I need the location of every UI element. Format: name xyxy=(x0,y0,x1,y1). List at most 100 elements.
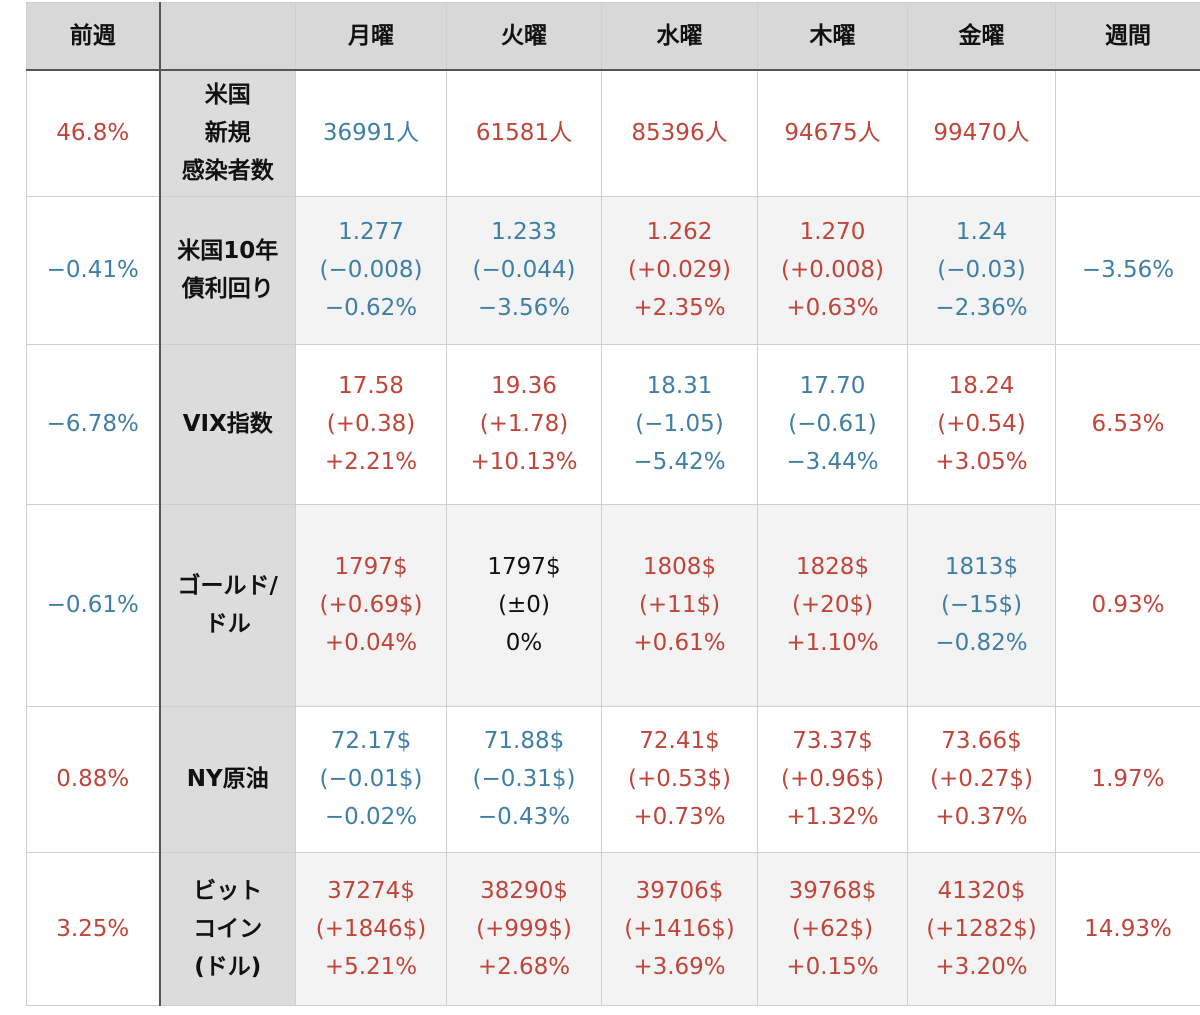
cell-friday: 41320$ (+1282$) +3.20% xyxy=(907,851,1056,1006)
cell-value-line: (+0.69$) xyxy=(319,592,423,618)
cell-value-line: 99470人 xyxy=(933,120,1030,147)
row-label: NY原油 xyxy=(158,705,296,853)
cell-value-line: 72.41$ xyxy=(639,728,720,754)
row-label-line: ゴールド/ xyxy=(177,573,278,599)
cell-value-line: (+0.54) xyxy=(937,411,1026,437)
prev-week-change: −0.41% xyxy=(26,195,160,345)
header-wednesday: 水曜 xyxy=(601,2,758,71)
cell-value-line: 36991人 xyxy=(322,120,420,147)
cell-value-line: +2.21% xyxy=(324,449,418,475)
cell-value-line: 19.36 xyxy=(491,373,557,399)
row-label-line: コイン xyxy=(193,915,263,942)
cell-value-line: (−0.03) xyxy=(937,257,1026,283)
header-corner xyxy=(158,2,296,71)
cell-monday: 72.17$ (−0.01$) −0.02% xyxy=(295,705,447,853)
row-label-line: VIX指数 xyxy=(182,411,273,437)
cell-tuesday: 71.88$ (−0.31$) −0.43% xyxy=(446,705,602,853)
cell-tuesday: 19.36 (+1.78) +10.13% xyxy=(446,343,602,505)
cell-value-line: 18.24 xyxy=(948,373,1015,399)
cell-tuesday: 1.233 (−0.044) −3.56% xyxy=(446,195,602,345)
header-row: 前週 月曜 火曜 水曜 木曜 金曜 週間 xyxy=(26,2,1200,71)
cell-value-line: 1.270 xyxy=(799,219,866,245)
cell-thursday: 1828$ (+20$) +1.10% xyxy=(757,503,908,707)
cell-value-line: (−0.61) xyxy=(788,411,877,437)
row-label: VIX指数 xyxy=(158,343,296,505)
cell-value-line: (−0.008) xyxy=(319,257,423,283)
cell-tuesday: 1797$ (±0) 0% xyxy=(446,503,602,707)
weekly-change: 14.93% xyxy=(1055,851,1200,1006)
row-label: 米国10年 債利回り xyxy=(158,195,296,345)
cell-value-line: 73.37$ xyxy=(792,728,873,754)
row-label: 米国 新規 感染者数 xyxy=(158,69,296,197)
cell-value-line: 37274$ xyxy=(327,877,415,904)
cell-value-line: 1.277 xyxy=(338,219,404,245)
cell-value-line: −3.56% xyxy=(477,295,571,321)
row-label-line: 米国 xyxy=(204,82,251,109)
cell-wednesday: 1.262 (+0.029) +2.35% xyxy=(601,195,758,345)
cell-wednesday: 85396人 xyxy=(601,69,758,197)
cell-value-line: 71.88$ xyxy=(483,728,565,754)
table-row: 3.25% ビット コイン (ドル) 37274$ (+1846$) +5.21% 38290… xyxy=(26,851,1200,1006)
header-week: 週間 xyxy=(1055,2,1200,71)
cell-friday: 18.24 (+0.54) +3.05% xyxy=(907,343,1056,505)
cell-value-line: −5.42% xyxy=(633,449,726,475)
cell-value-line: +0.63% xyxy=(786,295,879,321)
cell-value-line: (+0.27$) xyxy=(929,766,1034,792)
cell-value-line: (−0.01$) xyxy=(319,766,423,792)
cell-value-line: +2.35% xyxy=(633,295,726,321)
cell-value-line: +0.61% xyxy=(633,630,726,656)
cell-value-line: 1808$ xyxy=(642,554,717,580)
cell-value-line: −2.36% xyxy=(935,295,1028,321)
cell-monday: 1797$ (+0.69$) +0.04% xyxy=(295,503,447,707)
weekly-change: 1.97% xyxy=(1055,705,1200,853)
cell-value-line: −0.82% xyxy=(935,630,1028,656)
cell-value-line: −3.44% xyxy=(786,449,879,475)
cell-value-line: +10.13% xyxy=(470,449,578,475)
header-thursday: 木曜 xyxy=(757,2,908,71)
cell-monday: 17.58 (+0.38) +2.21% xyxy=(295,343,447,505)
cell-value-line: 39768$ xyxy=(788,877,877,904)
cell-value-line: 85396人 xyxy=(631,120,728,147)
cell-value-line: +1.10% xyxy=(786,630,879,656)
cell-monday: 36991人 xyxy=(295,69,447,197)
row-label-line: 新規 xyxy=(204,120,251,147)
cell-thursday: 1.270 (+0.008) +0.63% xyxy=(757,195,908,345)
cell-wednesday: 39706$ (+1416$) +3.69% xyxy=(601,851,758,1006)
cell-tuesday: 38290$ (+999$) +2.68% xyxy=(446,851,602,1006)
cell-value-line: +0.73% xyxy=(633,804,726,830)
table-body: 46.8% 米国 新規 感染者数 36991人 61581人 85396人 94675人 994… xyxy=(26,69,1200,1006)
table-row: 46.8% 米国 新規 感染者数 36991人 61581人 85396人 94675人 994… xyxy=(26,69,1200,197)
cell-value-line: (+0.96$) xyxy=(780,766,885,792)
cell-value-line: (+11$) xyxy=(638,592,721,618)
header-friday: 金曜 xyxy=(907,2,1056,71)
cell-value-line: +2.68% xyxy=(477,953,571,980)
table-row: −6.78% VIX指数 17.58 (+0.38) +2.21% 19.36 (+1.78… xyxy=(26,343,1200,505)
row-label-line: (ドル) xyxy=(194,953,262,980)
cell-value-line: 17.70 xyxy=(799,373,866,399)
cell-value-line: 39706$ xyxy=(635,877,724,904)
cell-value-line: +0.15% xyxy=(786,953,879,980)
cell-value-line: 73.66$ xyxy=(941,728,1022,754)
cell-value-line: 94675人 xyxy=(784,120,881,147)
cell-value-line: 18.31 xyxy=(646,373,713,399)
cell-value-line: +0.04% xyxy=(324,630,418,656)
cell-value-line: +3.20% xyxy=(935,953,1028,980)
row-label: ゴールド/ドル xyxy=(158,503,296,707)
row-label-line: NY原油 xyxy=(186,766,269,792)
weekly-change: −3.56% xyxy=(1055,195,1200,345)
cell-value-line: (+1846$) xyxy=(315,915,427,942)
cell-value-line: (−0.044) xyxy=(472,257,576,283)
cell-wednesday: 18.31 (−1.05) −5.42% xyxy=(601,343,758,505)
cell-value-line: (+999$) xyxy=(476,915,572,942)
table-row: −0.41% 米国10年 債利回り 1.277 (−0.008) −0.62% 1.233(… xyxy=(26,195,1200,345)
cell-thursday: 73.37$ (+0.96$) +1.32% xyxy=(757,705,908,853)
cell-value-line: +0.37% xyxy=(935,804,1028,830)
prev-week-change: 3.25% xyxy=(26,851,160,1006)
cell-value-line: (+62$) xyxy=(791,915,874,942)
row-label: ビット コイン (ドル) xyxy=(158,851,296,1006)
cell-value-line: 72.17$ xyxy=(330,728,412,754)
cell-value-line: (+0.029) xyxy=(627,257,732,283)
cell-value-line: (−15$) xyxy=(940,592,1023,618)
cell-value-line: (+0.38) xyxy=(326,411,416,437)
prev-week-change: 0.88% xyxy=(26,705,160,853)
